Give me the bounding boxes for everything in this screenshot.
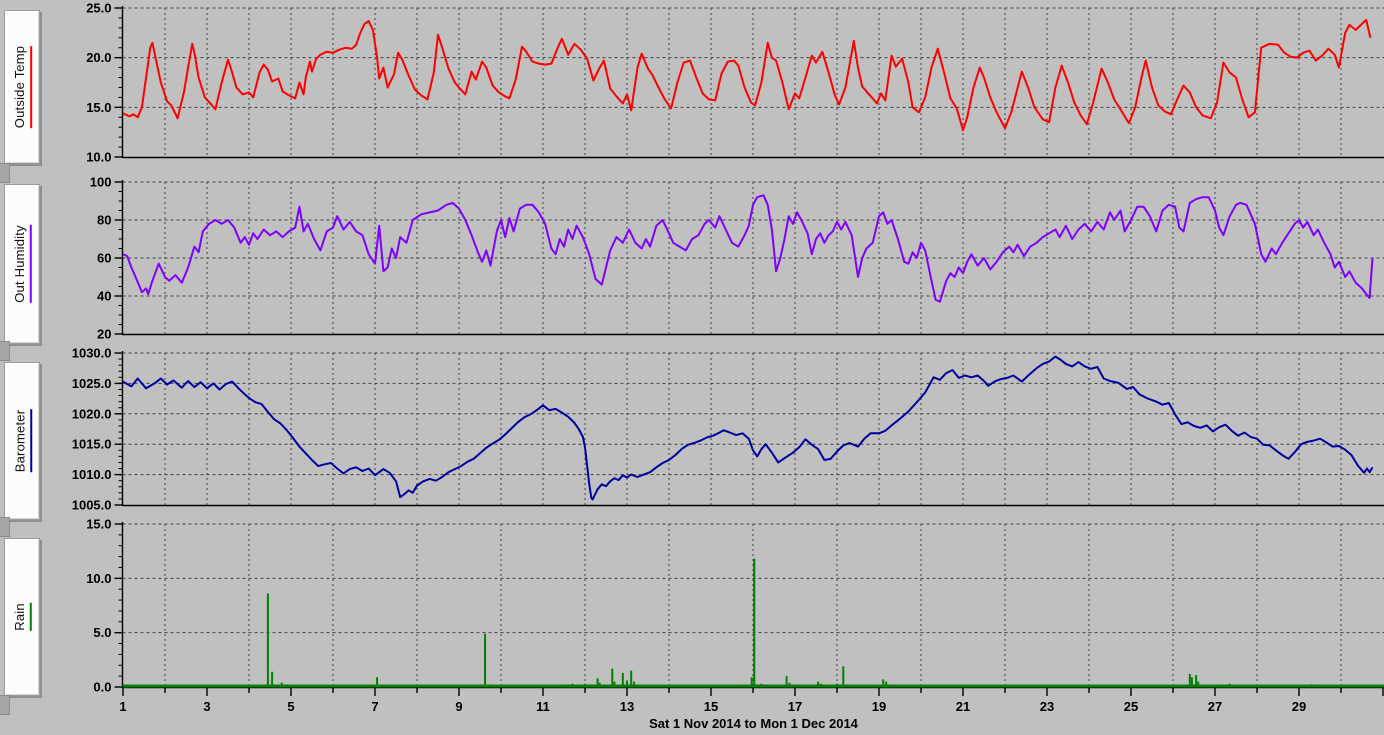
series-line <box>122 18 1372 132</box>
xtick-label: 29 <box>1292 699 1306 714</box>
ytick-label: 40 <box>97 289 111 304</box>
xtick-label: 19 <box>872 699 886 714</box>
ytick-label: 1025.0 <box>72 376 112 391</box>
xtick-label: 25 <box>1124 699 1138 714</box>
ytick-label: 1010.0 <box>72 467 112 482</box>
channel-label-rain: Rain <box>11 603 32 631</box>
ytick-label: 20 <box>97 327 111 342</box>
xtick-label: 9 <box>455 699 462 714</box>
ytick-label: 20.0 <box>86 50 111 65</box>
channel-label-barometer: Barometer <box>12 409 32 473</box>
panel-barometer <box>114 351 1384 507</box>
panel-splitter-handle[interactable] <box>0 341 10 361</box>
panel-splitter-handle[interactable] <box>0 695 10 715</box>
panel-outside-temp <box>114 6 1384 159</box>
channel-button-outside-temp[interactable]: Outside Temp <box>4 10 40 164</box>
ytick-label: 15.0 <box>86 100 111 115</box>
xtick-label: 1 <box>119 699 126 714</box>
ytick-label: 10.0 <box>86 150 111 165</box>
ytick-label: 15.0 <box>86 517 111 532</box>
xtick-label: 3 <box>203 699 210 714</box>
series-line <box>122 194 1374 303</box>
xtick-label: 7 <box>371 699 378 714</box>
ytick-label: 10.0 <box>86 571 111 586</box>
date-range-label: Sat 1 Nov 2014 to Mon 1 Dec 2014 <box>649 716 858 731</box>
xtick-label: 11 <box>536 699 550 714</box>
ytick-label: 25.0 <box>86 1 111 16</box>
panel-splitter-handle[interactable] <box>0 163 10 183</box>
xtick-label: 13 <box>620 699 634 714</box>
ytick-label: 5.0 <box>93 625 111 640</box>
series-line <box>122 355 1374 501</box>
xtick-label: 23 <box>1040 699 1054 714</box>
channel-label-outside-temp: Outside Temp <box>12 45 32 129</box>
ytick-label: 1015.0 <box>72 437 112 452</box>
panel-splitter-handle[interactable] <box>0 517 10 537</box>
panel-rain <box>114 522 1384 689</box>
ytick-label: 60 <box>97 251 111 266</box>
xtick-label: 21 <box>956 699 970 714</box>
channel-button-out-humidity[interactable]: Out Humidity <box>4 184 40 344</box>
ytick-label: 1020.0 <box>72 406 112 421</box>
xtick-label: 5 <box>287 699 294 714</box>
channel-button-barometer[interactable]: Barometer <box>4 362 40 520</box>
channel-label-out-humidity: Out Humidity <box>12 225 32 303</box>
panel-out-humidity <box>114 180 1384 336</box>
ytick-label: 80 <box>97 213 111 228</box>
xtick-label: 17 <box>788 699 802 714</box>
channel-button-rain[interactable]: Rain <box>4 538 40 696</box>
ytick-label: 0.0 <box>93 680 111 695</box>
ytick-label: 1005.0 <box>72 498 112 513</box>
xtick-label: 15 <box>704 699 718 714</box>
xtick-label: 27 <box>1208 699 1222 714</box>
ytick-label: 1030.0 <box>72 346 112 361</box>
ytick-label: 100 <box>90 175 112 190</box>
